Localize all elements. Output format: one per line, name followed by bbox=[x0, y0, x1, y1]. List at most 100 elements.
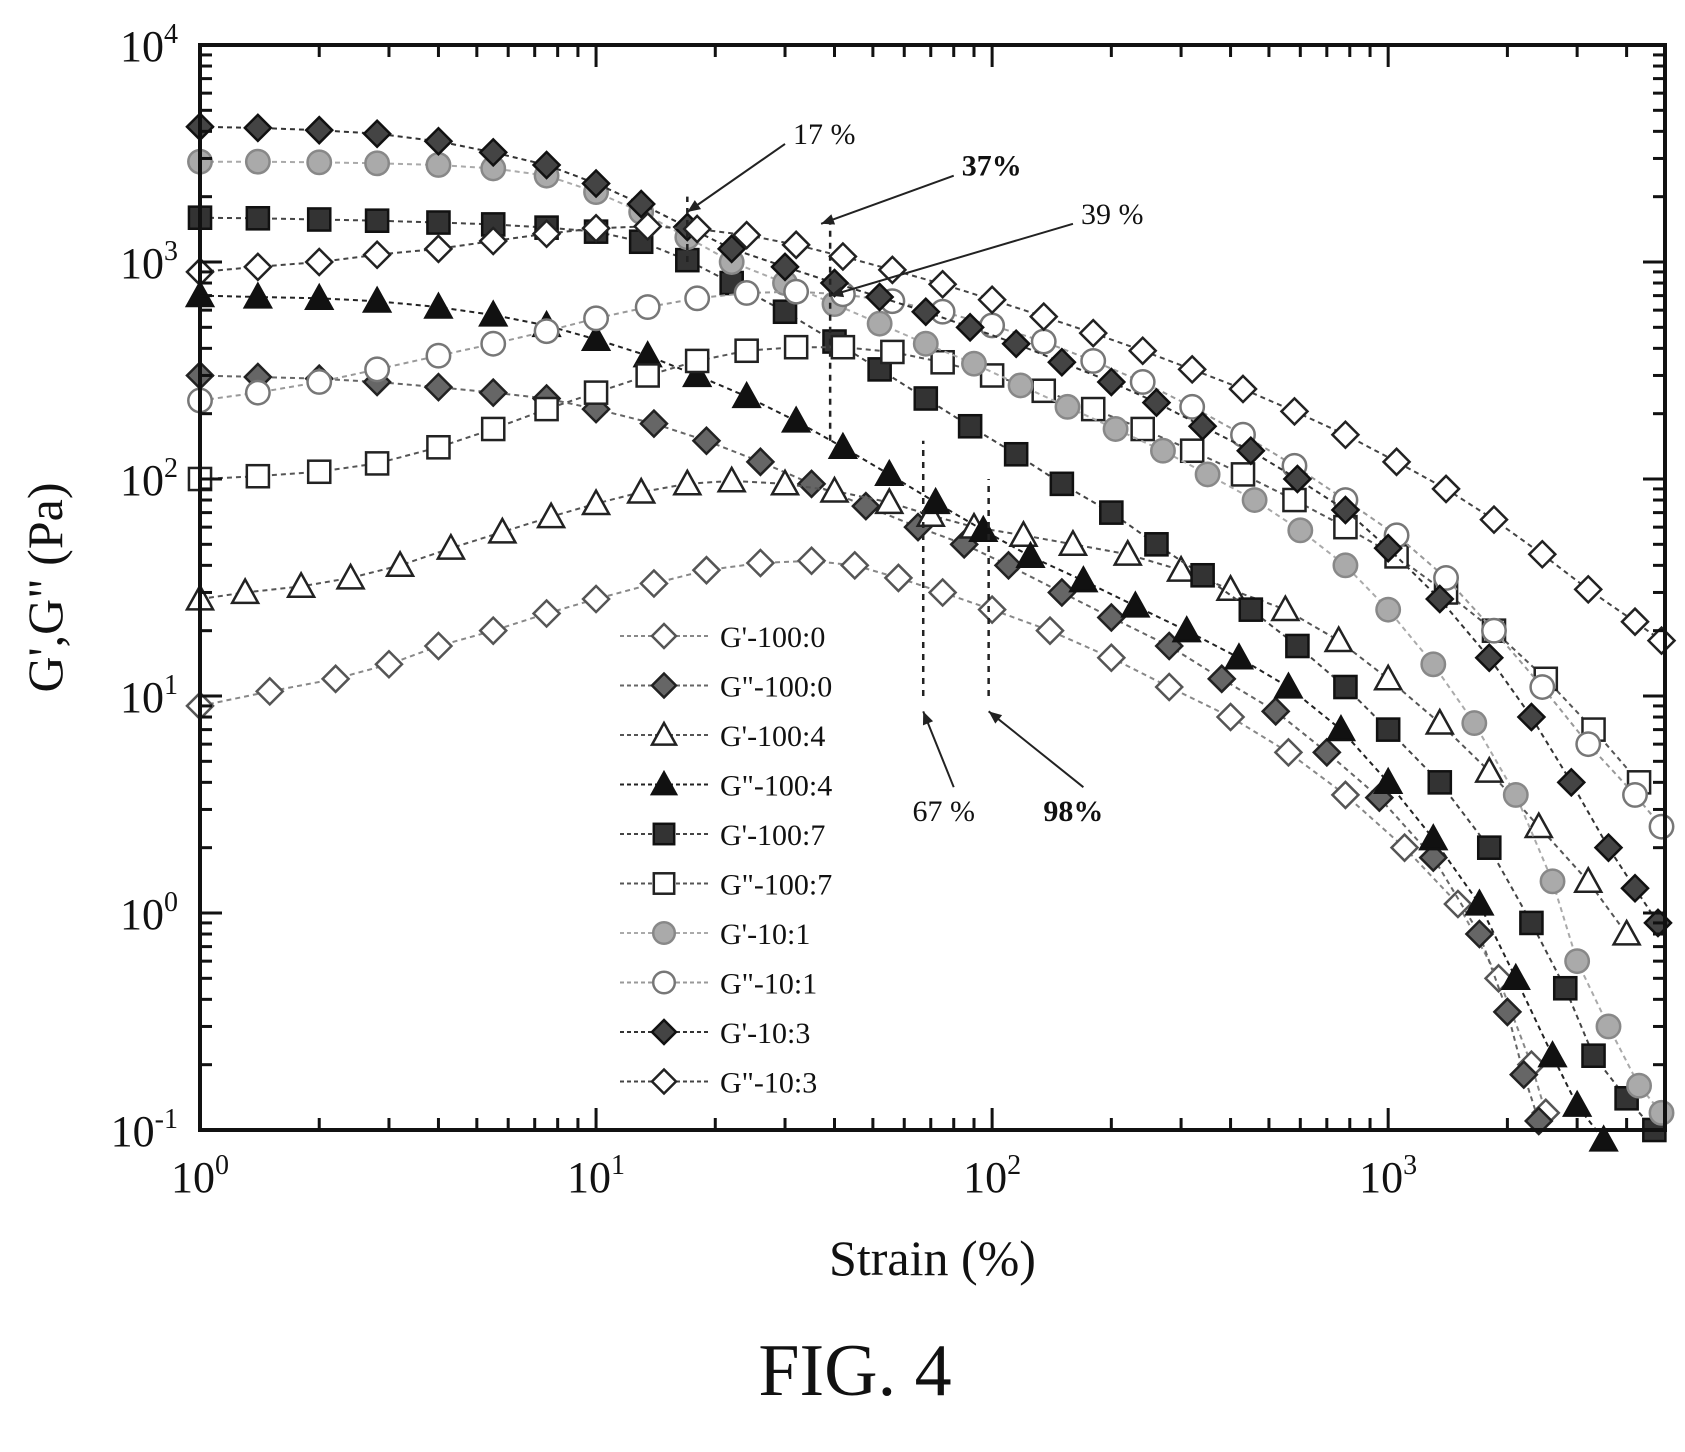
data-point bbox=[580, 488, 612, 516]
annotation: 17 % bbox=[686, 118, 856, 213]
data-point bbox=[1129, 369, 1156, 395]
data-point bbox=[1080, 347, 1107, 374]
data-point bbox=[1476, 835, 1502, 860]
data-point bbox=[364, 451, 390, 476]
legend-label: G"-100:7 bbox=[720, 869, 832, 902]
data-point bbox=[1312, 737, 1342, 768]
data-point bbox=[423, 234, 454, 264]
x-tick-label: 100 bbox=[171, 1150, 229, 1202]
data-point bbox=[1529, 674, 1556, 700]
annotation-arrowhead bbox=[821, 214, 836, 225]
data-point bbox=[1260, 696, 1291, 727]
data-point bbox=[426, 210, 451, 235]
y-tick-label: 104 bbox=[120, 19, 178, 71]
legend-label: G'-100:4 bbox=[720, 720, 825, 753]
data-point bbox=[955, 312, 985, 343]
data-point bbox=[1433, 564, 1459, 591]
x-axis-ticks: 100 101 102 103 bbox=[171, 45, 1667, 1202]
data-point bbox=[745, 548, 776, 578]
data-point bbox=[1622, 781, 1648, 808]
data-point bbox=[672, 468, 703, 496]
data-point bbox=[1562, 1089, 1593, 1117]
annotation-arrowhead bbox=[922, 711, 934, 726]
data-point bbox=[320, 664, 351, 694]
data-point bbox=[480, 416, 506, 442]
data-point bbox=[581, 584, 611, 614]
data-point bbox=[335, 562, 366, 590]
data-point bbox=[1206, 664, 1237, 694]
x-tick-label: 103 bbox=[1359, 1150, 1417, 1202]
data-point bbox=[1575, 731, 1602, 758]
legend-label: G'-10:1 bbox=[720, 918, 810, 951]
legend-entry: G'-100:0 bbox=[620, 621, 825, 654]
data-point bbox=[1068, 565, 1099, 593]
data-point bbox=[913, 386, 939, 411]
data-point bbox=[1564, 948, 1591, 975]
data-point bbox=[639, 408, 669, 439]
annotation-arrow bbox=[686, 143, 786, 213]
data-point bbox=[1330, 419, 1361, 450]
annotation-label: 98% bbox=[1043, 795, 1103, 828]
y-tick-label: 101 bbox=[120, 670, 178, 722]
data-point bbox=[581, 168, 611, 199]
data-point bbox=[487, 516, 518, 544]
annotation-arrowhead bbox=[830, 286, 845, 298]
data-point bbox=[1141, 387, 1172, 418]
data-point bbox=[1481, 617, 1507, 644]
data-point bbox=[423, 291, 454, 319]
data-point bbox=[1509, 1059, 1539, 1090]
data-point bbox=[1171, 615, 1202, 643]
data-point bbox=[1323, 625, 1354, 653]
data-point bbox=[1112, 538, 1143, 566]
data-point bbox=[1373, 663, 1404, 691]
x-tick-label: 101 bbox=[567, 1150, 625, 1202]
data-point bbox=[1523, 1106, 1554, 1136]
x-tick-label: 102 bbox=[963, 1150, 1021, 1202]
annotation-arrowhead bbox=[687, 200, 702, 212]
data-point bbox=[1593, 832, 1624, 863]
data-point bbox=[285, 570, 317, 599]
data-point bbox=[245, 205, 271, 231]
legend-marker bbox=[650, 1067, 678, 1096]
data-point bbox=[583, 380, 609, 405]
data-point bbox=[1028, 301, 1059, 332]
data-point bbox=[1130, 416, 1155, 442]
data-point bbox=[364, 356, 391, 383]
data-point bbox=[581, 213, 611, 244]
data-point bbox=[731, 380, 762, 409]
data-point bbox=[1381, 447, 1412, 477]
data-point bbox=[362, 239, 392, 270]
data-point bbox=[1581, 1043, 1606, 1068]
data-point bbox=[1648, 813, 1675, 840]
data-point bbox=[828, 241, 858, 272]
data-point bbox=[1194, 461, 1221, 488]
data-point bbox=[1595, 1013, 1622, 1040]
data-point bbox=[1241, 487, 1268, 513]
data-point bbox=[770, 252, 800, 282]
data-point bbox=[731, 220, 762, 250]
data-point bbox=[1282, 464, 1313, 494]
data-point bbox=[1187, 411, 1218, 442]
data-point bbox=[580, 323, 612, 352]
data-point bbox=[883, 563, 914, 593]
data-point bbox=[1464, 888, 1495, 916]
data-point bbox=[1215, 573, 1246, 602]
data-point bbox=[1427, 770, 1453, 795]
annotation-label: 67 % bbox=[912, 795, 975, 828]
series-3 bbox=[184, 465, 1642, 946]
data-point bbox=[1236, 435, 1266, 466]
data-point bbox=[244, 148, 271, 175]
data-point bbox=[1047, 347, 1077, 378]
data-point bbox=[243, 113, 273, 143]
data-point bbox=[1003, 441, 1029, 467]
data-point bbox=[639, 568, 669, 599]
data-point bbox=[426, 434, 451, 460]
series-1 bbox=[185, 545, 1561, 1128]
data-point bbox=[425, 342, 452, 369]
annotation-arrow bbox=[829, 222, 1074, 297]
data-point bbox=[361, 285, 393, 313]
data-point bbox=[480, 330, 507, 357]
annotation-label: 17 % bbox=[793, 118, 856, 151]
data-point bbox=[911, 296, 941, 327]
data-point bbox=[1425, 584, 1455, 614]
